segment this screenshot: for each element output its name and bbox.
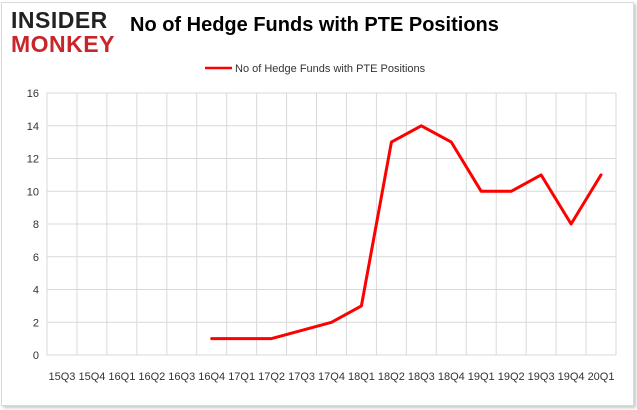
x-tick-18Q2: 18Q2: [378, 371, 405, 383]
x-tick-17Q3: 17Q3: [288, 371, 315, 383]
y-tick-16: 16: [27, 88, 39, 100]
x-tick-16Q4: 16Q4: [198, 371, 225, 383]
y-tick-labels: 0 2 4 6 8 10 12 14 16: [27, 88, 39, 362]
y-tick-12: 12: [27, 154, 39, 166]
x-tick-15Q4: 15Q4: [78, 371, 105, 383]
y-tick-6: 6: [33, 252, 39, 264]
y-tick-8: 8: [33, 219, 39, 231]
x-tick-19Q1: 19Q1: [468, 371, 495, 383]
x-tick-17Q4: 17Q4: [318, 371, 345, 383]
x-tick-16Q2: 16Q2: [138, 371, 165, 383]
x-tick-16Q3: 16Q3: [168, 371, 195, 383]
x-tick-18Q3: 18Q3: [408, 371, 435, 383]
x-tick-17Q1: 17Q1: [228, 371, 255, 383]
y-tick-4: 4: [33, 285, 39, 297]
y-tick-10: 10: [27, 186, 39, 198]
x-tick-17Q2: 17Q2: [258, 371, 285, 383]
legend-label: No of Hedge Funds with PTE Positions: [235, 63, 426, 75]
x-tick-19Q3: 19Q3: [528, 371, 555, 383]
x-tick-18Q4: 18Q4: [438, 371, 465, 383]
grid-lines: [47, 93, 616, 355]
y-tick-2: 2: [33, 317, 39, 329]
x-tick-20Q1: 20Q1: [588, 371, 615, 383]
y-tick-14: 14: [27, 121, 39, 133]
chart-frame: INSIDER MONKEY No of Hedge Funds with PT…: [1, 2, 634, 406]
x-tick-19Q4: 19Q4: [558, 371, 585, 383]
x-tick-18Q1: 18Q1: [348, 371, 375, 383]
x-tick-19Q2: 19Q2: [498, 371, 525, 383]
legend: No of Hedge Funds with PTE Positions: [205, 63, 426, 75]
x-tick-16Q1: 16Q1: [108, 371, 135, 383]
x-tick-15Q3: 15Q3: [49, 371, 76, 383]
y-tick-0: 0: [33, 350, 39, 362]
